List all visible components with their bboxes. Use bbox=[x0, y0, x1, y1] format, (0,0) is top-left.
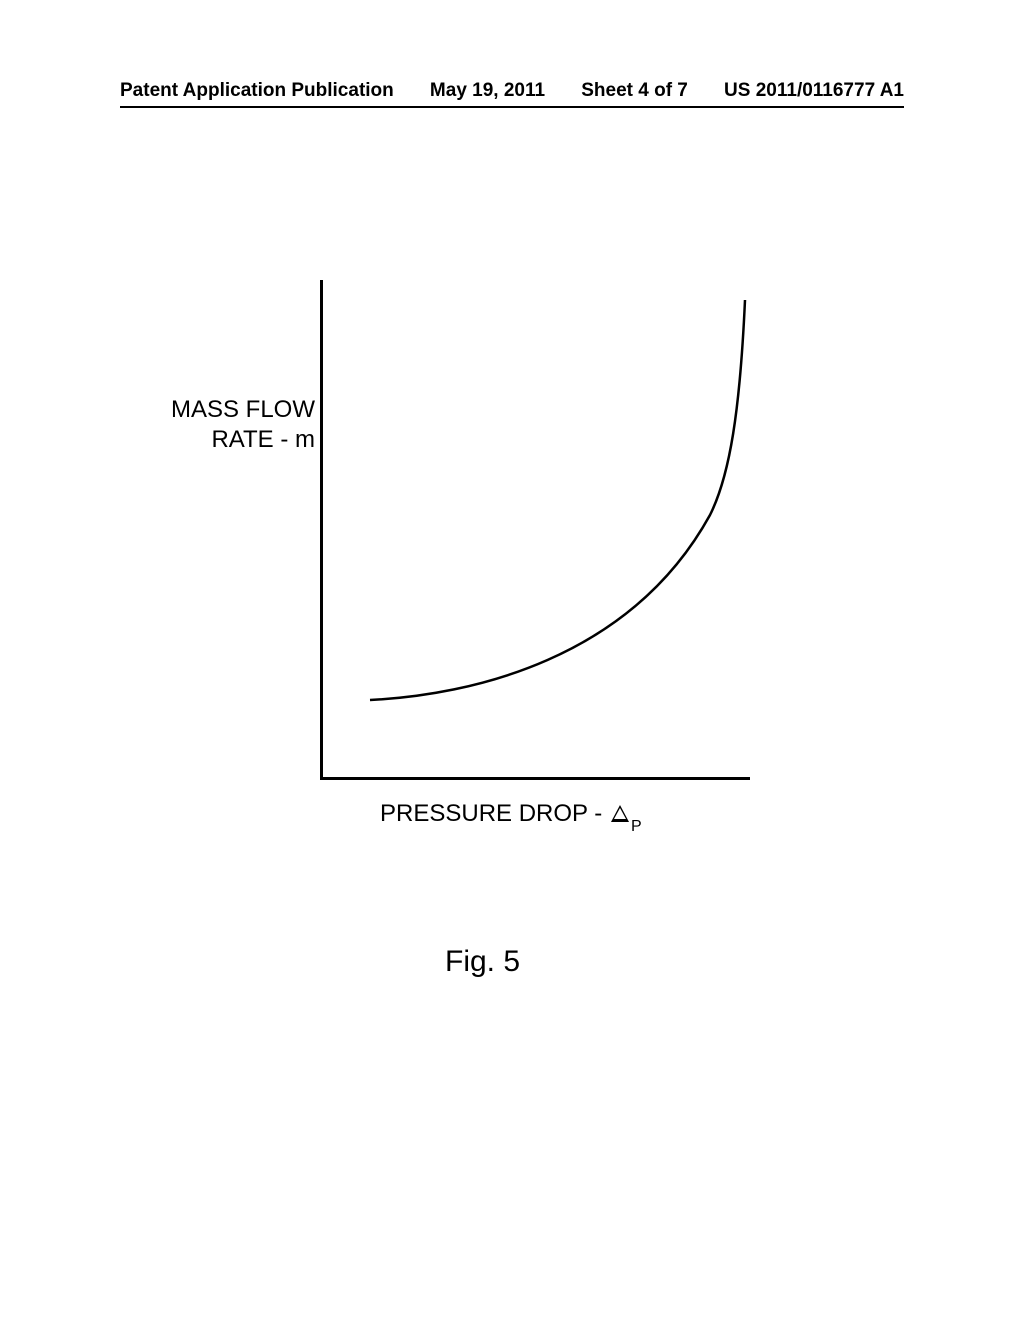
page: Patent Application Publication May 19, 2… bbox=[0, 0, 1024, 1320]
publication-type: Patent Application Publication bbox=[120, 80, 394, 102]
x-axis-label-subscript: P bbox=[631, 818, 642, 835]
y-axis-label-line1: MASS FLOW bbox=[171, 396, 315, 423]
y-axis-label-line2: RATE - m bbox=[211, 426, 315, 453]
curve-path bbox=[370, 300, 745, 700]
x-axis-label-prefix: PRESSURE DROP - bbox=[380, 800, 609, 827]
x-axis-label: PRESSURE DROP - P bbox=[380, 800, 642, 832]
delta-icon bbox=[611, 805, 629, 822]
chart-area bbox=[320, 280, 750, 780]
chart-curve bbox=[320, 280, 750, 780]
publication-date: May 19, 2011 bbox=[430, 80, 545, 102]
y-axis-label: MASS FLOW RATE - m bbox=[115, 395, 315, 455]
sheet-number: Sheet 4 of 7 bbox=[581, 80, 688, 102]
header-rule bbox=[120, 106, 904, 108]
page-header: Patent Application Publication May 19, 2… bbox=[120, 80, 904, 102]
figure-caption: Fig. 5 bbox=[445, 945, 520, 979]
publication-number: US 2011/0116777 A1 bbox=[724, 80, 904, 102]
